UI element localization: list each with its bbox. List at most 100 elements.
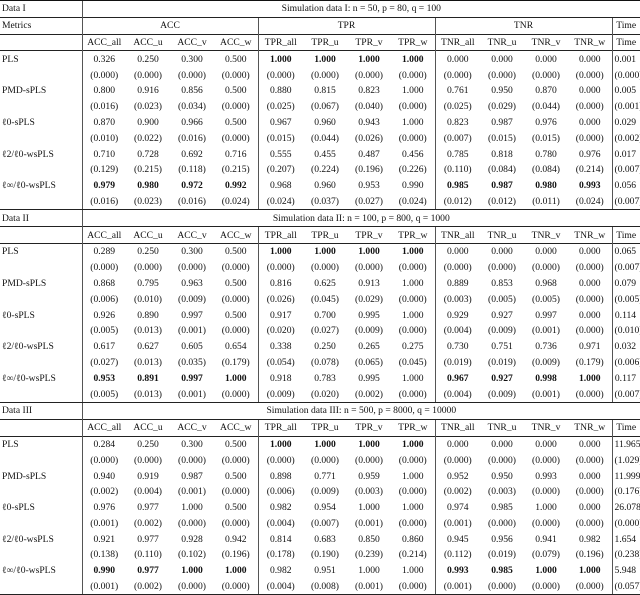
value-cell: 0.985 (434, 177, 480, 194)
value-cell: 0.000 (578, 85, 601, 97)
value-cell: 0.289 (81, 242, 126, 260)
column-header: TNR_all (434, 33, 480, 51)
value-cell: 0.953 (81, 370, 126, 387)
time-header: Time (611, 16, 640, 35)
table-row-sd: (0.005) (0.013) (0.001) (0.000) (0.020) (0.02… (0, 322, 640, 339)
value-cell: 0.926 (81, 307, 126, 323)
sd-cell: (0.000) (434, 259, 480, 276)
value-cell: 0.943 (358, 116, 380, 128)
sd-cell: (0.000) (221, 101, 250, 113)
value-cell: 0.818 (491, 148, 513, 160)
sd-cell: (0.010) (81, 130, 126, 147)
sd-cell: (0.000) (391, 386, 435, 403)
sd-cell: (0.034) (178, 101, 206, 113)
sd-cell: (0.003) (434, 291, 480, 308)
table-row-sd: (0.129) (0.215) (0.118) (0.215) (0.207) (0.22… (0, 161, 640, 178)
column-header: ACC_v (170, 33, 214, 51)
sd-cell: (0.001) (347, 578, 391, 595)
value-cell: 0.000 (480, 50, 524, 68)
value-cell: 0.736 (535, 341, 557, 353)
value-cell: 0.968 (535, 277, 557, 289)
sd-cell: (0.000) (398, 325, 427, 337)
value-cell: 0.941 (535, 533, 557, 545)
value-cell: 0.960 (314, 116, 336, 128)
sd-cell: (0.000) (221, 325, 250, 337)
column-header: TPR_u (303, 33, 347, 51)
sd-cell: (0.019) (434, 354, 480, 371)
method-label: PLS (0, 242, 82, 260)
sd-cell: (0.000) (221, 293, 250, 305)
value-cell: 26.078 (611, 499, 640, 516)
method-label (0, 452, 82, 468)
method-label (0, 162, 82, 178)
value-cell: 1.000 (401, 502, 424, 514)
sd-cell: (0.002) (81, 483, 126, 500)
sd-cell: (0.207) (257, 161, 303, 178)
sd-cell: (0.000) (81, 452, 126, 469)
sd-cell: (0.013) (126, 386, 170, 403)
table-row-sd: (0.001) (0.002) (0.000) (0.000) (0.004) (0.00… (0, 578, 640, 595)
method-label: PMD-sPLS (2, 277, 47, 289)
sd-cell: (0.044) (532, 101, 560, 113)
sd-cell: (0.025) (434, 98, 480, 115)
table-row: ℓ0-sPLS 0.976 0.977 1.000 0.500 0.982 0.954 1.0… (0, 499, 640, 516)
sd-cell: (0.196) (221, 549, 250, 561)
value-cell: 0.974 (434, 499, 480, 516)
value-cell: 0.683 (314, 533, 336, 545)
metrics-header (0, 418, 82, 437)
value-cell: 0.065 (611, 242, 640, 260)
table-row-sd: (0.006) (0.010) (0.009) (0.000) (0.026) (0.04… (0, 291, 640, 308)
sd-cell: (0.000) (611, 515, 640, 532)
value-cell: 0.816 (257, 275, 303, 292)
table-row-sd: (0.005) (0.013) (0.001) (0.000) (0.009) (0.02… (0, 386, 640, 403)
value-cell: 0.823 (434, 114, 480, 131)
sd-cell: (0.000) (170, 578, 214, 595)
value-cell: 1.000 (347, 435, 391, 453)
table-row: ℓ∞/ℓ0-wsPLS 0.990 0.977 1.000 1.000 0.982 0.95… (0, 562, 640, 579)
method-label: ℓ0-sPLS (2, 309, 35, 321)
sd-cell: (0.214) (398, 549, 427, 561)
value-cell: 0.250 (126, 435, 170, 453)
column-header: ACC_w (214, 418, 258, 437)
value-cell: 1.000 (257, 50, 303, 68)
column-header: ACC_w (214, 226, 258, 244)
column-header: TPR_all (257, 33, 303, 51)
sd-cell: (0.000) (221, 69, 250, 81)
column-header: Time (611, 226, 640, 244)
metrics-header (0, 226, 82, 244)
sd-cell: (0.224) (311, 164, 339, 176)
value-cell: 0.455 (314, 148, 336, 160)
column-header: ACC_u (126, 33, 170, 51)
method-label: ℓ0-sPLS (2, 116, 35, 128)
value-cell: 1.000 (358, 502, 380, 514)
table-row: ℓ2/ℓ0-wsPLS 0.617 0.627 0.605 0.654 0.338 0.25… (0, 338, 640, 355)
value-cell: 0.998 (535, 372, 557, 384)
sd-cell: (0.000) (434, 67, 480, 83)
sd-cell: (0.004) (134, 486, 162, 498)
value-cell: 0.654 (224, 341, 247, 353)
value-cell: 0.001 (611, 50, 640, 68)
sd-cell: (0.020) (303, 386, 347, 403)
value-cell: 0.889 (434, 275, 480, 292)
value-cell: 0.300 (170, 242, 214, 260)
table-row: PMD-sPLS 0.800 0.916 0.856 0.500 0.880 0.815 0.… (0, 82, 640, 99)
sd-cell: (0.000) (178, 262, 206, 274)
sd-cell: (0.016) (81, 193, 126, 211)
value-cell: 1.000 (358, 565, 380, 577)
sd-cell: (0.009) (532, 356, 560, 368)
sd-cell: (0.001) (434, 515, 480, 532)
value-cell: 1.000 (257, 242, 303, 260)
sd-cell: (0.190) (311, 549, 339, 561)
sd-cell: (0.215) (221, 164, 250, 176)
sd-cell: (0.000) (221, 486, 250, 498)
group-header: TPR (257, 16, 435, 35)
value-cell: 0.982 (257, 499, 303, 516)
sd-cell: (0.110) (434, 161, 480, 178)
section-label: Data III (0, 401, 82, 420)
sd-cell: (0.000) (575, 69, 604, 81)
value-cell: 0.990 (401, 180, 424, 192)
sd-cell: (0.000) (311, 454, 339, 466)
value-cell: 0.500 (224, 470, 247, 482)
method-label (0, 578, 82, 595)
method-label (0, 260, 82, 276)
